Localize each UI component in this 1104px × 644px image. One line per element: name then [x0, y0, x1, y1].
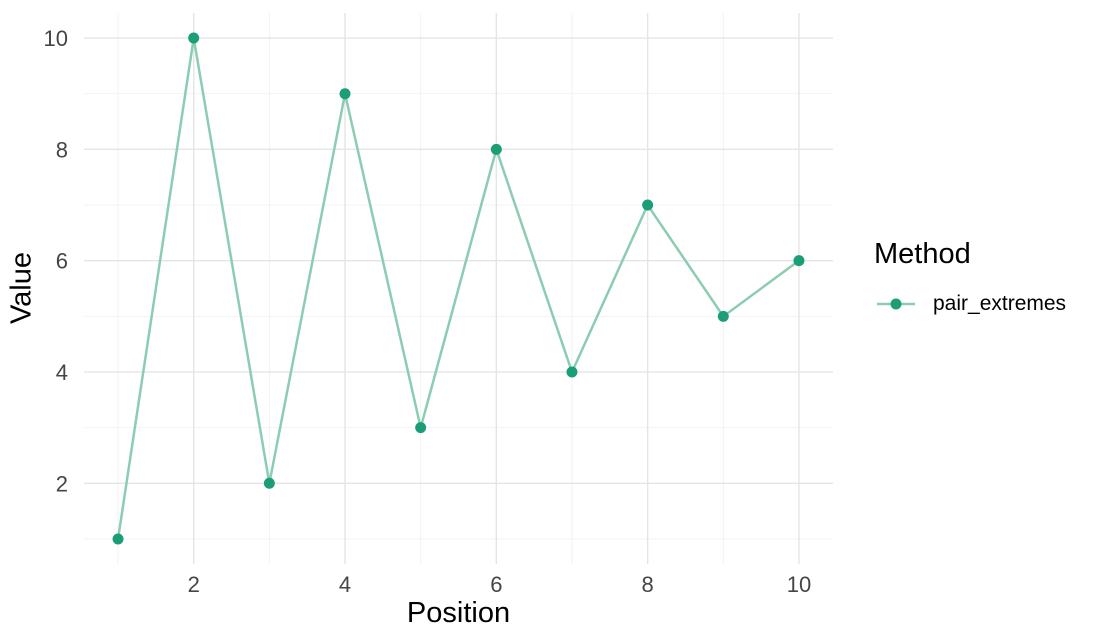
- legend-title: Method: [874, 238, 971, 270]
- legend-key-point: [890, 298, 902, 310]
- data-point: [188, 32, 200, 44]
- x-axis-title: Position: [406, 597, 511, 629]
- data-point: [566, 366, 578, 378]
- x-tick-label: 2: [188, 572, 200, 597]
- data-point: [490, 143, 502, 155]
- data-point: [415, 422, 427, 434]
- legend-item: pair_extremes: [874, 292, 1066, 316]
- legend: Method pair_extremes: [874, 237, 1066, 316]
- x-tick-label: 10: [787, 572, 811, 597]
- x-tick-label: 8: [642, 572, 654, 597]
- data-point: [112, 533, 124, 545]
- data-point: [642, 199, 654, 211]
- y-tick-label: 6: [56, 249, 68, 274]
- y-tick-label: 2: [56, 471, 68, 496]
- data-point: [263, 477, 275, 489]
- series-line: [116, 36, 800, 540]
- legend-item-label: pair_extremes: [933, 291, 1067, 315]
- data-point: [717, 310, 729, 322]
- y-axis-title: Value: [5, 251, 38, 325]
- data-point: [339, 88, 351, 100]
- data-point: [793, 255, 805, 267]
- legend-key-icon: [877, 298, 915, 310]
- y-tick-label: 10: [44, 26, 68, 51]
- x-tick-label: 6: [490, 572, 502, 597]
- x-tick-label: 4: [339, 572, 351, 597]
- y-tick-label: 4: [56, 360, 68, 385]
- y-tick-label: 8: [56, 137, 68, 162]
